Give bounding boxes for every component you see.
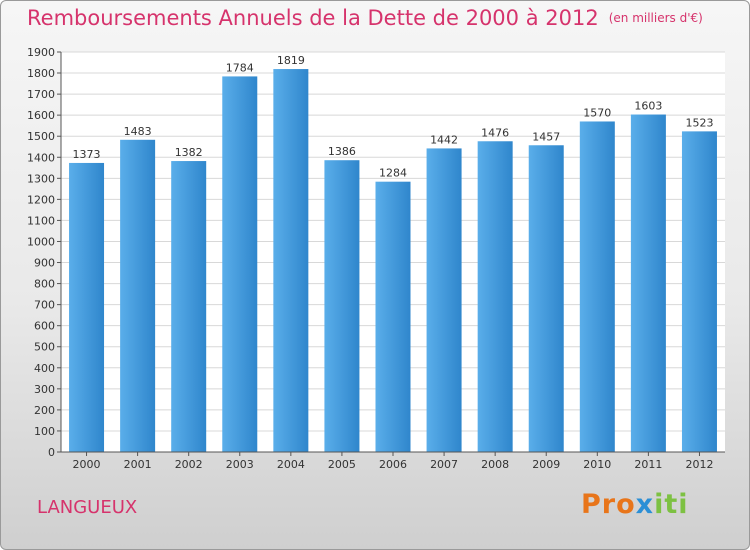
bar-2006	[375, 181, 411, 452]
value-label: 1442	[430, 133, 458, 146]
value-label: 1382	[175, 146, 203, 159]
y-tick-label: 1100	[27, 214, 55, 227]
y-tick-label: 900	[34, 257, 55, 270]
value-label: 1386	[328, 145, 356, 158]
bar-2009	[528, 145, 564, 452]
y-tick-label: 1300	[27, 172, 55, 185]
place-name: LANGUEUX	[37, 497, 138, 518]
y-tick-label: 100	[34, 425, 55, 438]
x-tick-label: 2002	[175, 458, 203, 471]
y-tick-label: 300	[34, 383, 55, 396]
bar-2011	[630, 114, 666, 453]
logo-part-3: iti	[654, 489, 689, 520]
bar-2001	[120, 139, 156, 452]
proxiti-logo: Proxiti	[581, 489, 689, 520]
y-tick-label: 1700	[27, 88, 55, 101]
value-label: 1373	[73, 148, 101, 161]
chart-title: Remboursements Annuels de la Dette de 20…	[27, 6, 703, 30]
y-tick-label: 1200	[27, 193, 55, 206]
y-tick-label: 1600	[27, 109, 55, 122]
chart-unit: (en milliers d'€)	[608, 11, 703, 25]
value-label: 1483	[124, 125, 152, 138]
bar-2007	[426, 148, 462, 452]
y-tick-label: 1900	[27, 46, 55, 59]
y-tick-label: 1000	[27, 235, 55, 248]
logo-part-1: Pro	[581, 489, 636, 520]
y-tick-label: 1500	[27, 130, 55, 143]
y-tick-label: 1800	[27, 67, 55, 80]
x-tick-label: 2004	[277, 458, 305, 471]
bar-2004	[273, 69, 309, 452]
value-label: 1819	[277, 54, 305, 67]
value-label: 1457	[532, 130, 560, 143]
bar-2010	[579, 121, 615, 452]
bar-2003	[222, 76, 258, 452]
y-tick-label: 200	[34, 404, 55, 417]
value-label: 1284	[379, 167, 407, 180]
x-tick-label: 2012	[685, 458, 713, 471]
logo-part-2: x	[635, 489, 655, 520]
y-tick-label: 600	[34, 320, 55, 333]
y-tick-label: 700	[34, 299, 55, 312]
y-tick-label: 0	[48, 446, 55, 459]
value-label: 1784	[226, 61, 254, 74]
bar-2005	[324, 160, 360, 453]
y-tick-label: 1400	[27, 151, 55, 164]
bar-2012	[681, 131, 717, 453]
value-label: 1476	[481, 126, 509, 139]
bar-2000	[69, 162, 105, 452]
x-tick-label: 2008	[481, 458, 509, 471]
x-tick-label: 2010	[583, 458, 611, 471]
value-label: 1603	[634, 100, 662, 113]
x-tick-label: 2003	[226, 458, 254, 471]
x-tick-label: 2005	[328, 458, 356, 471]
bar-2002	[171, 161, 207, 453]
y-tick-label: 500	[34, 341, 55, 354]
x-tick-label: 2001	[124, 458, 152, 471]
x-tick-label: 2000	[73, 458, 101, 471]
chart-title-text: Remboursements Annuels de la Dette de 20…	[27, 6, 599, 30]
x-tick-label: 2011	[634, 458, 662, 471]
y-tick-label: 800	[34, 278, 55, 291]
bar-2008	[477, 141, 513, 452]
x-tick-label: 2009	[532, 458, 560, 471]
x-tick-label: 2006	[379, 458, 407, 471]
y-tick-label: 400	[34, 362, 55, 375]
value-label: 1570	[583, 106, 611, 119]
value-label: 1523	[685, 116, 713, 129]
x-tick-label: 2007	[430, 458, 458, 471]
